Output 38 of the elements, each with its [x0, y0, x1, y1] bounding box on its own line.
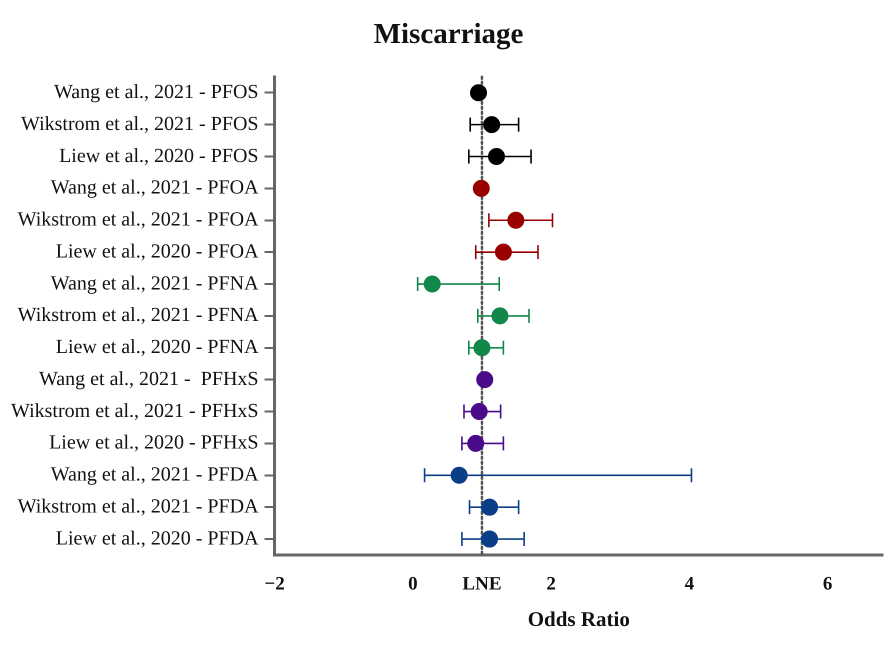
y-tick-label: Liew et al., 2020 - PFOA — [56, 240, 260, 262]
y-tick-label: Wang et al., 2021 - PFDA — [50, 464, 260, 486]
y-tick-label: Wikstrom et al., 2021 - PFOS — [21, 112, 259, 135]
x-tick-label: LNE — [462, 573, 502, 594]
y-tick-label: Liew et al., 2020 - PFNA — [56, 336, 260, 358]
point — [494, 244, 512, 261]
y-tick-label: Wang et al., 2021 - PFOA — [50, 176, 260, 199]
chart-title: Miscarriage — [374, 18, 524, 50]
point — [476, 371, 494, 388]
point — [470, 403, 488, 420]
x-tick-label: 4 — [684, 573, 695, 594]
y-tick-label: Wikstrom et al., 2021 - PFNA — [18, 304, 260, 326]
y-tick-label: Wang et al., 2021 - PFNA — [50, 272, 260, 294]
point — [488, 148, 505, 165]
y-tick-label: Wikstrom et al., 2021 - PFDA — [18, 495, 260, 518]
point — [473, 339, 490, 356]
point — [491, 307, 508, 324]
x-tick-label: 2 — [546, 573, 556, 594]
y-tick-label: Liew et al., 2020 - PFOS — [59, 144, 259, 167]
point — [481, 530, 498, 548]
point — [483, 116, 500, 134]
point — [507, 212, 524, 229]
x-tick-label: 6 — [822, 573, 832, 594]
x-tick-label: −2 — [264, 573, 285, 594]
y-tick-label: Liew et al., 2020 - PFHxS — [49, 432, 259, 454]
point — [450, 466, 468, 484]
y-tick-label: Liew et al., 2020 - PFDA — [56, 527, 260, 550]
y-tick-label: Wikstrom et al., 2021 - PFHxS — [11, 400, 259, 422]
y-tick-label: Wikstrom et al., 2021 - PFOA — [18, 208, 260, 231]
x-tick-label: 0 — [408, 573, 418, 594]
point — [470, 84, 488, 102]
y-tick-label: Wang et al., 2021 - PFOS — [54, 80, 259, 103]
point — [481, 498, 498, 516]
point — [467, 434, 484, 452]
point — [424, 276, 441, 293]
point — [472, 180, 490, 197]
y-tick-label: Wang et al., 2021 - PFHxS — [39, 368, 259, 390]
x-axis-title: Odds Ratio — [528, 606, 630, 631]
